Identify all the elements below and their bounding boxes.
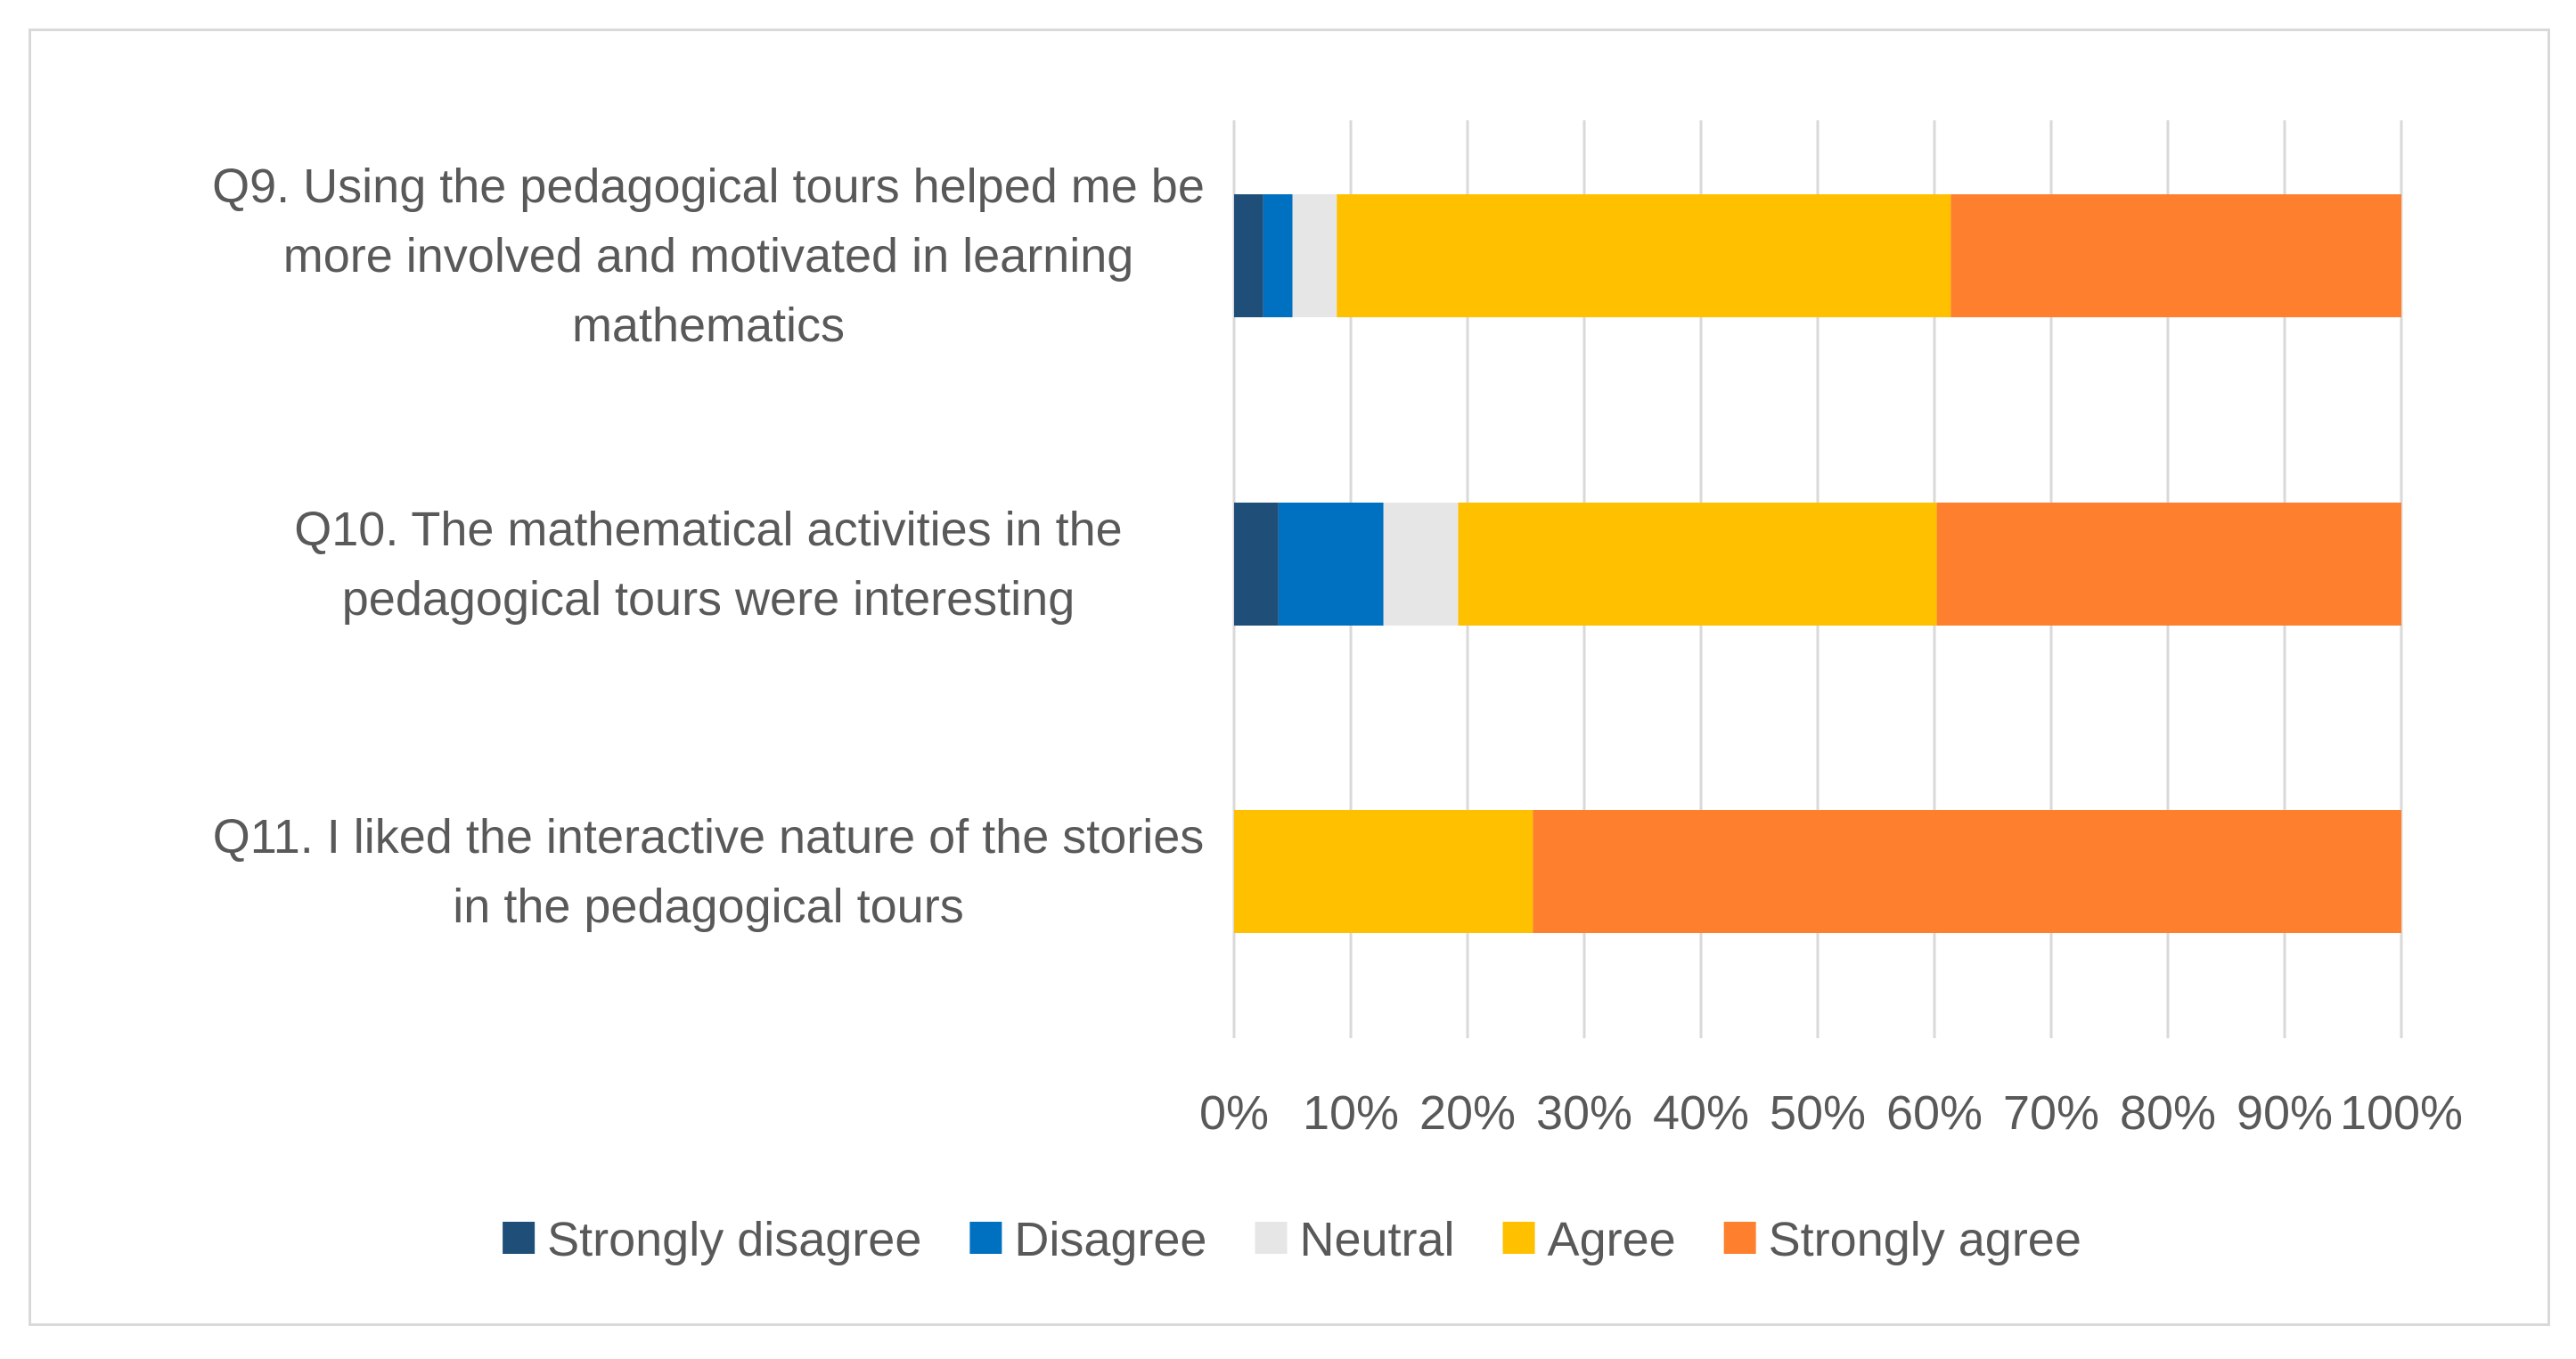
x-tick-label: 20% [1419,1086,1516,1140]
category-label-line: in the pedagogical tours [453,880,963,933]
category-label: Q10. The mathematical activities in the p… [294,503,1122,626]
x-axis-tick-labels: 0% 10% 20% 30% 40% 50% 60% 70% 80% 90% 100% [1199,1086,2463,1140]
x-tick-label: 50% [1770,1086,1866,1140]
bars [1234,194,2401,933]
legend-label: Disagree [1014,1213,1206,1266]
legend-label: Agree [1548,1213,1676,1266]
x-tick-label: 60% [1886,1086,1983,1140]
x-tick-label: 80% [2120,1086,2216,1140]
bar-segment [1234,503,1279,626]
stacked-bar-chart: Q9. Using the pedagogical tours helped m… [212,120,2463,1266]
chart-frame: Q9. Using the pedagogical tours helped m… [29,29,2550,1326]
category-label-line: Q10. The mathematical activities in the [294,503,1122,556]
x-tick-label: 30% [1536,1086,1632,1140]
x-tick-label: 90% [2237,1086,2333,1140]
legend-label: Strongly agree [1769,1213,2081,1266]
category-label-line: mathematics [572,299,845,352]
bar-segment [1234,810,1533,933]
bar-segment [1278,503,1384,626]
category-label-line: Q9. Using the pedagogical tours helped m… [212,160,1205,213]
legend-swatch [1723,1222,1756,1254]
x-tick-label: 10% [1303,1086,1399,1140]
bar-segment [1292,194,1337,317]
bar-segment [1234,194,1263,317]
category-label: Q11. I liked the interactive nature of t… [213,810,1205,933]
bar-segment [1533,810,2401,933]
legend-item: Strongly disagree [503,1213,921,1266]
legend-label: Neutral [1299,1213,1454,1266]
legend-swatch [1255,1222,1288,1254]
bar-segment [1950,194,2401,317]
category-label-line: more involved and motivated in learning [283,229,1134,282]
bar-segment [1263,194,1293,317]
bar-segment [1458,503,1937,626]
legend-item: Agree [1502,1213,1676,1266]
legend-swatch [503,1222,536,1254]
x-tick-label: 0% [1199,1086,1269,1140]
category-labels: Q9. Using the pedagogical tours helped m… [212,160,1205,933]
legend-item: Neutral [1255,1213,1455,1266]
legend-label: Strongly disagree [547,1213,921,1266]
x-tick-label: 100% [2340,1086,2463,1140]
legend-item: Strongly agree [1723,1213,2081,1266]
category-label-line: Q11. I liked the interactive nature of t… [213,810,1205,864]
bar-segment [1337,194,1951,317]
x-tick-label: 70% [2003,1086,2099,1140]
x-tick-label: 40% [1653,1086,1749,1140]
legend: Strongly disagree Disagree Neutral Agree Str… [503,1213,2081,1266]
legend-swatch [969,1222,1002,1254]
category-label: Q9. Using the pedagogical tours helped m… [212,160,1205,352]
category-label-line: pedagogical tours were interesting [342,572,1075,626]
bar-segment [1936,503,2401,626]
bar-segment [1383,503,1459,626]
legend-swatch [1502,1222,1535,1254]
legend-item: Disagree [969,1213,1206,1266]
